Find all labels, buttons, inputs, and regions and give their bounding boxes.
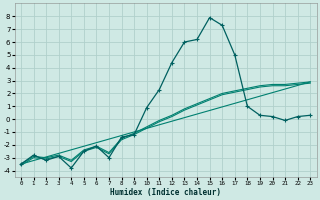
X-axis label: Humidex (Indice chaleur): Humidex (Indice chaleur) <box>110 188 221 197</box>
